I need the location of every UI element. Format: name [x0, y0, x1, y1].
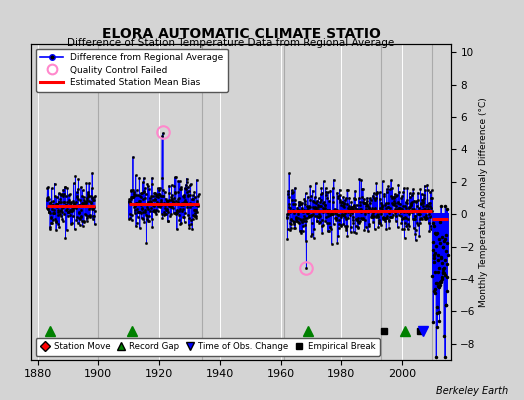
Title: ELORA AUTOMATIC CLIMATE STATIO: ELORA AUTOMATIC CLIMATE STATIO — [102, 28, 380, 42]
Text: Difference of Station Temperature Data from Regional Average: Difference of Station Temperature Data f… — [67, 38, 394, 48]
Text: Berkeley Earth: Berkeley Earth — [436, 386, 508, 396]
Legend: Station Move, Record Gap, Time of Obs. Change, Empirical Break: Station Move, Record Gap, Time of Obs. C… — [36, 338, 379, 356]
Y-axis label: Monthly Temperature Anomaly Difference (°C): Monthly Temperature Anomaly Difference (… — [478, 97, 487, 307]
